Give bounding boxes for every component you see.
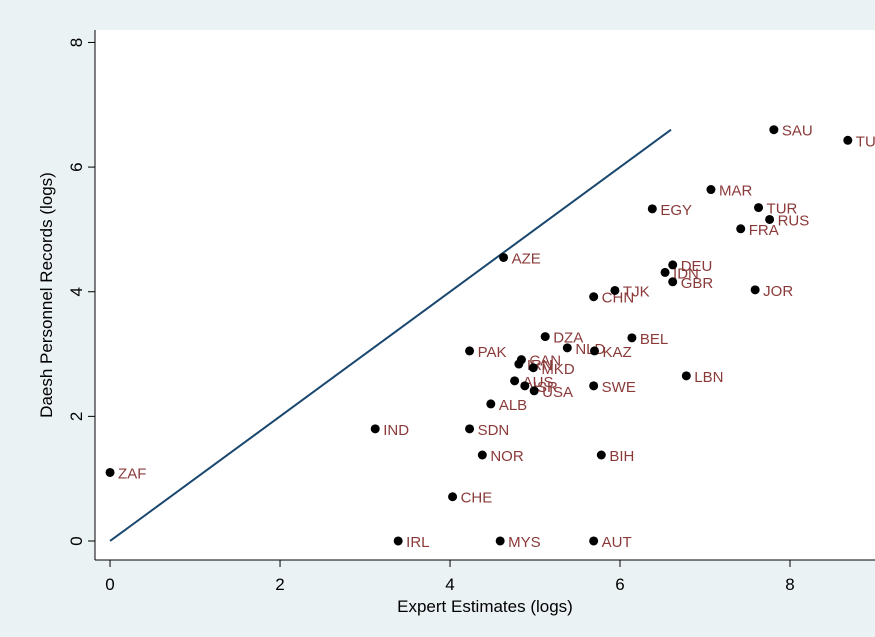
- point-label: EGY: [660, 202, 692, 219]
- point: [750, 285, 760, 295]
- point-label: KAZ: [603, 344, 632, 361]
- y-tick-label: 6: [67, 162, 86, 171]
- point: [105, 467, 115, 477]
- x-tick-label: 6: [615, 575, 624, 594]
- x-tick-label: 8: [785, 575, 794, 594]
- point: [596, 450, 606, 460]
- x-tick-label: 0: [105, 575, 114, 594]
- point: [370, 424, 380, 434]
- point-label: AUS: [523, 374, 554, 391]
- point-label: MAR: [719, 183, 753, 200]
- point-label: BIH: [609, 448, 634, 465]
- point: [590, 346, 600, 356]
- point-label: SDN: [478, 422, 510, 439]
- point-label: USA: [542, 384, 573, 401]
- x-axis-label: Expert Estimates (logs): [397, 597, 573, 616]
- point: [448, 492, 458, 502]
- y-axis-label: Daesh Personnel Records (logs): [37, 172, 56, 418]
- point-label: TJK: [623, 283, 650, 300]
- point-label: MKD: [541, 361, 575, 378]
- point: [627, 333, 637, 343]
- point: [843, 135, 853, 145]
- point-label: DZA: [553, 330, 583, 347]
- point-label: IRL: [406, 534, 429, 551]
- point-label: IND: [383, 422, 409, 439]
- point-label: CHE: [461, 490, 493, 507]
- point-label: BEL: [640, 331, 668, 348]
- point: [668, 260, 678, 270]
- y-tick-label: 2: [67, 412, 86, 421]
- y-tick-label: 0: [67, 536, 86, 545]
- point: [465, 424, 475, 434]
- point: [681, 371, 691, 381]
- point-label: IDN: [673, 265, 699, 282]
- point: [465, 346, 475, 356]
- point-label: DEU: [681, 258, 713, 275]
- point: [736, 224, 746, 234]
- point: [647, 204, 657, 214]
- point: [668, 277, 678, 287]
- point: [499, 252, 509, 262]
- point-label: AUT: [602, 534, 632, 551]
- point-label: ZAF: [118, 465, 146, 482]
- point: [754, 203, 764, 213]
- point-label: TUN: [856, 133, 875, 150]
- point-label: CHN: [602, 290, 635, 307]
- plot-area: [95, 30, 875, 560]
- point-label: SAU: [782, 123, 813, 140]
- point-label: NOR: [490, 448, 523, 465]
- point: [589, 536, 599, 546]
- point: [528, 363, 538, 373]
- point: [610, 285, 620, 295]
- point-label: GBR: [681, 275, 714, 292]
- point: [495, 536, 505, 546]
- point-label: RUS: [778, 212, 810, 229]
- point: [393, 536, 403, 546]
- point: [589, 292, 599, 302]
- point: [520, 381, 530, 391]
- point-label: SWE: [602, 379, 636, 396]
- point: [562, 343, 572, 353]
- point-label: TUR: [767, 201, 798, 218]
- point: [477, 450, 487, 460]
- point-label: FRA: [749, 222, 779, 239]
- point-label: ISR: [533, 379, 558, 396]
- point: [510, 376, 520, 386]
- point: [660, 267, 670, 277]
- point: [529, 386, 539, 396]
- point: [486, 399, 496, 409]
- x-tick-label: 2: [275, 575, 284, 594]
- point-label: JOR: [763, 283, 793, 300]
- point-label: AZE: [512, 250, 541, 267]
- point: [514, 359, 524, 369]
- point-label: PAK: [478, 344, 507, 361]
- x-tick-label: 4: [445, 575, 454, 594]
- point-label: LBN: [694, 369, 723, 386]
- fit-line: [109, 128, 672, 542]
- y-tick-label: 8: [67, 38, 86, 47]
- point: [706, 185, 716, 195]
- y-tick-label: 4: [67, 287, 86, 296]
- point-label: ALB: [499, 397, 527, 414]
- point: [540, 332, 550, 342]
- point-label: CAN: [529, 353, 561, 370]
- point: [765, 214, 775, 224]
- point: [769, 125, 779, 135]
- point-label: MYS: [508, 534, 541, 551]
- point: [589, 381, 599, 391]
